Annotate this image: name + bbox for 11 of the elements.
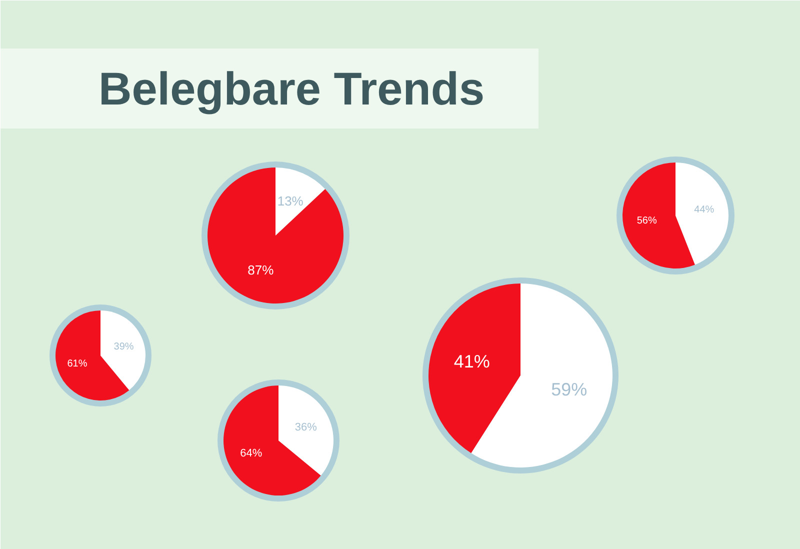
data-label: 39% [114, 342, 134, 353]
data-label: 56% [636, 215, 657, 226]
chart-title: Belegbare Trends [98, 62, 485, 114]
data-label: 13% [277, 194, 304, 209]
data-label: 87% [248, 262, 274, 278]
data-label: 41% [454, 351, 490, 372]
data-label: 64% [240, 447, 262, 460]
data-label: 44% [694, 204, 714, 216]
data-label: 36% [294, 422, 318, 434]
data-label: 59% [551, 380, 588, 400]
data-label: 61% [67, 358, 88, 370]
